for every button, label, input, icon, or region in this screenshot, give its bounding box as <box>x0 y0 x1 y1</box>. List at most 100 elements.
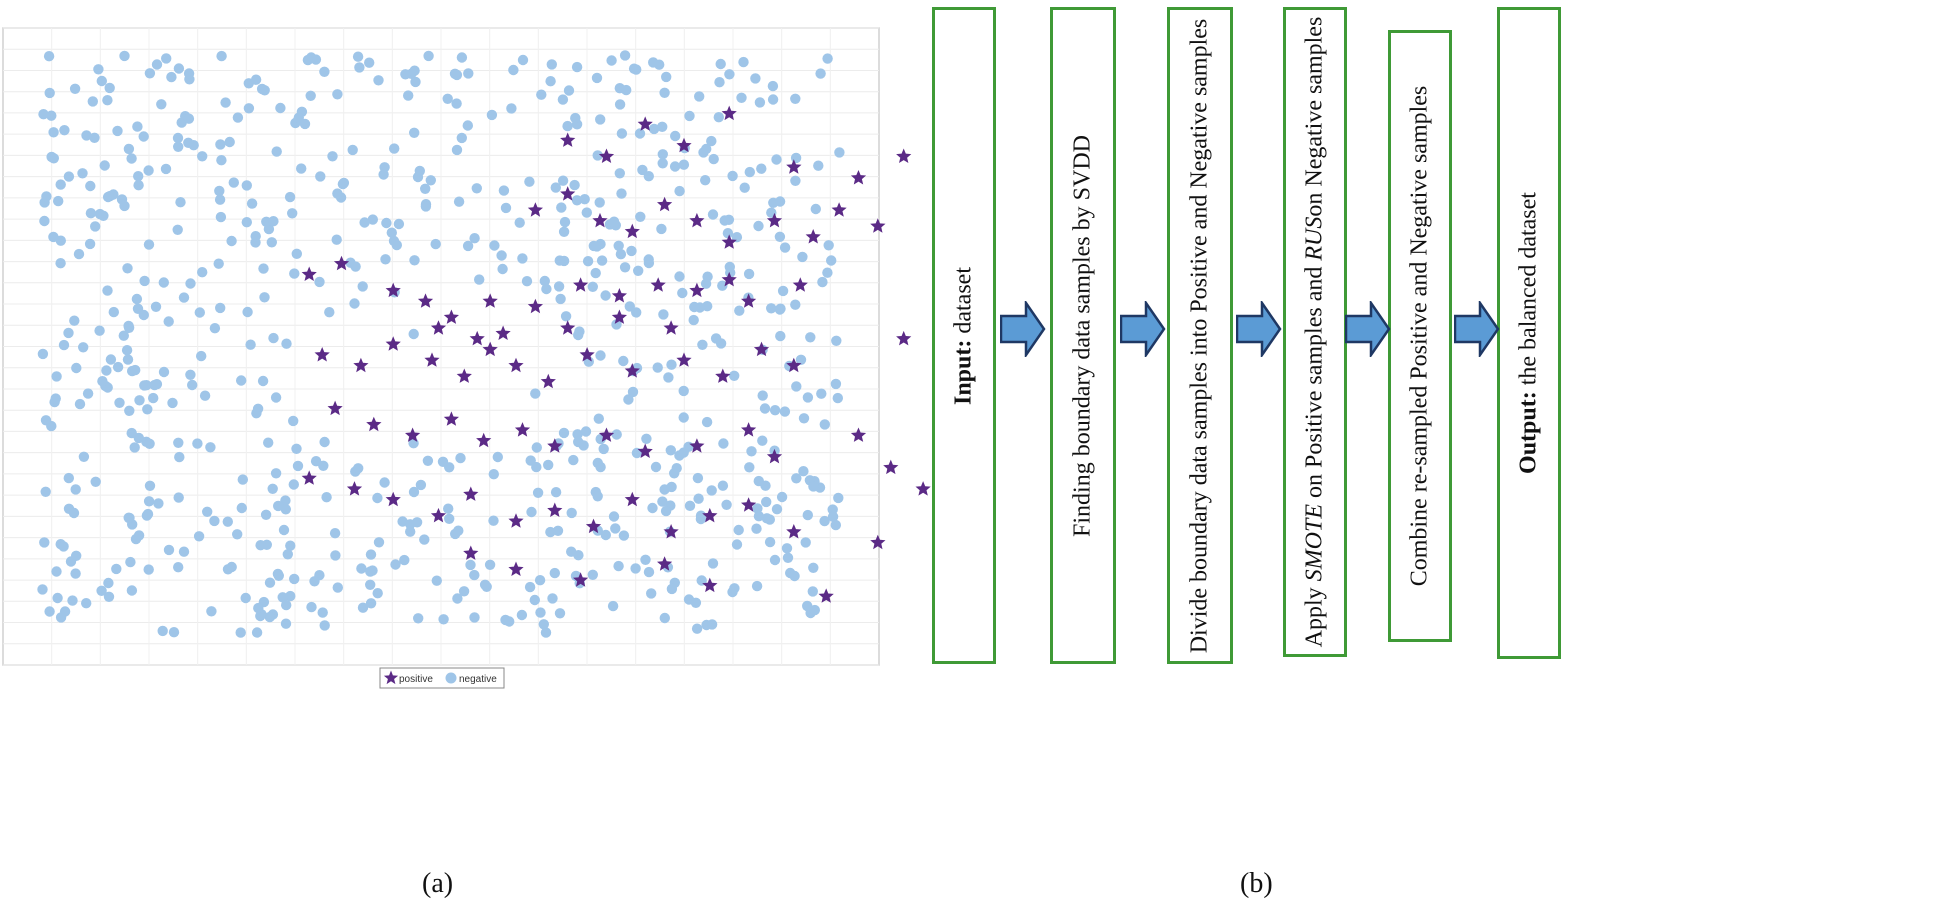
negative-point <box>215 211 227 223</box>
negative-point <box>767 80 779 92</box>
negative-point <box>77 168 88 179</box>
positive-point <box>430 507 447 523</box>
negative-point <box>168 627 180 638</box>
negative-point <box>469 233 480 244</box>
negative-point <box>438 614 449 625</box>
negative-point <box>810 203 821 215</box>
negative-point <box>410 76 421 88</box>
negative-point <box>121 345 133 356</box>
negative-point <box>245 339 256 350</box>
step-svdd-box: Finding boundary data samples by SVDD <box>1050 7 1116 664</box>
negative-point <box>389 143 400 154</box>
positive-point <box>353 357 369 373</box>
negative-point <box>665 445 676 456</box>
negative-point <box>479 579 491 590</box>
negative-point <box>517 54 529 66</box>
negative-point <box>611 319 622 330</box>
negative-point <box>315 171 326 182</box>
negative-point <box>718 438 729 449</box>
caption-a: (a) <box>422 868 454 899</box>
negative-point <box>608 511 620 522</box>
negative-point <box>319 66 330 78</box>
negative-point <box>134 395 145 406</box>
negative-point <box>744 462 755 473</box>
negative-point <box>508 64 519 76</box>
negative-point <box>798 413 810 424</box>
negative-point <box>489 240 500 251</box>
negative-point <box>425 175 436 186</box>
negative-point <box>108 189 119 200</box>
negative-point <box>663 372 674 383</box>
negative-point <box>594 197 605 208</box>
negative-point <box>543 459 554 471</box>
negative-point <box>724 69 735 80</box>
negative-point <box>568 454 579 466</box>
positive-point <box>896 330 912 346</box>
negative-point <box>706 485 717 496</box>
negative-point <box>144 480 156 491</box>
negative-point <box>623 394 634 405</box>
positive-point <box>850 170 867 185</box>
negative-point <box>570 112 581 124</box>
positive-point <box>702 577 718 593</box>
negative-point <box>258 263 269 274</box>
negative-point <box>521 276 533 287</box>
negative-point <box>453 525 464 536</box>
negative-point <box>808 562 819 573</box>
negative-point <box>48 153 59 164</box>
negative-point <box>347 144 358 156</box>
negative-point <box>813 160 824 171</box>
negative-point <box>619 262 631 273</box>
negative-point <box>289 573 300 585</box>
negative-point <box>255 610 266 622</box>
positive-point <box>430 320 447 335</box>
negative-point <box>133 180 144 191</box>
negative-point <box>614 168 625 179</box>
negative-point <box>105 354 117 365</box>
negative-point <box>579 194 590 205</box>
negative-point <box>757 435 768 446</box>
negative-point <box>560 311 572 322</box>
positive-point <box>314 347 330 362</box>
negative-point <box>96 585 107 596</box>
positive-point <box>301 470 317 485</box>
arrow-right-icon-5 <box>1454 301 1500 357</box>
negative-point <box>790 152 802 164</box>
negative-point <box>469 612 480 623</box>
negative-point <box>236 502 247 514</box>
negative-point <box>228 177 239 188</box>
negative-point <box>173 492 184 503</box>
negative-point <box>643 566 655 578</box>
negative-point <box>178 546 190 557</box>
negative-point <box>364 57 375 68</box>
negative-point <box>51 566 62 577</box>
negative-point <box>593 413 604 424</box>
negative-point <box>214 185 225 197</box>
negative-point <box>558 427 570 439</box>
negative-point <box>280 618 292 629</box>
negative-point <box>666 359 677 370</box>
negative-point <box>706 135 717 147</box>
negative-point <box>209 323 221 334</box>
negative-point <box>63 171 75 182</box>
negative-point <box>430 238 441 250</box>
negative-point <box>554 608 566 619</box>
negative-point <box>497 263 508 275</box>
negative-point <box>658 309 669 320</box>
negative-point <box>807 586 818 597</box>
negative-point <box>573 436 584 448</box>
negative-point <box>506 103 517 114</box>
negative-point <box>717 280 728 291</box>
negative-point <box>174 451 185 463</box>
negative-point <box>444 462 455 473</box>
negative-point <box>566 507 577 519</box>
positive-point <box>883 459 899 475</box>
negative-point <box>550 182 561 193</box>
negative-point <box>305 90 316 102</box>
negative-point <box>70 484 81 495</box>
negative-point <box>319 436 330 448</box>
negative-point <box>352 51 364 62</box>
positive-point <box>598 427 615 442</box>
negative-point <box>138 309 149 321</box>
negative-point <box>119 200 130 212</box>
